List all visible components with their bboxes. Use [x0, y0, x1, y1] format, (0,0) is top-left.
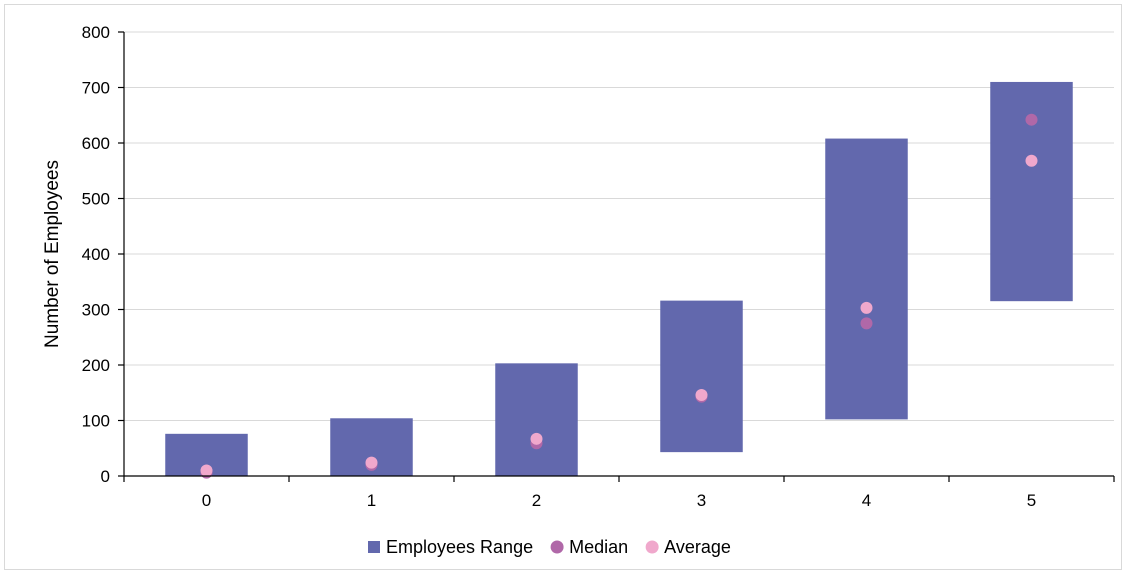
- y-tick-label: 500: [82, 190, 110, 209]
- legend-swatch-average: [645, 540, 659, 554]
- y-tick-label: 400: [82, 245, 110, 264]
- y-tick-label: 700: [82, 79, 110, 98]
- legend-label: Median: [569, 537, 628, 557]
- y-tick-label: 800: [82, 23, 110, 42]
- y-tick-label: 200: [82, 356, 110, 375]
- range-bars: [165, 81, 1073, 476]
- x-tick-label: 4: [862, 491, 871, 510]
- legend-swatch-median: [550, 540, 564, 554]
- legend-label: Average: [664, 537, 731, 557]
- x-tick-label: 0: [202, 491, 211, 510]
- x-tick-label: 3: [697, 491, 706, 510]
- average-marker: [530, 432, 543, 445]
- gridlines: [124, 31, 1114, 421]
- x-tick-label: 2: [532, 491, 541, 510]
- y-tick-label: 0: [101, 467, 110, 486]
- legend: Employees Range Median Average: [368, 537, 731, 557]
- x-tick-label: 1: [367, 491, 376, 510]
- average-marker: [1025, 154, 1038, 167]
- range-bar: [495, 363, 578, 476]
- y-tick-label: 100: [82, 412, 110, 431]
- point-markers: [200, 113, 1038, 479]
- y-tick-labels: 0 100 200 300 400 500 600 700 800: [82, 23, 110, 486]
- y-tick-label: 600: [82, 134, 110, 153]
- average-marker: [860, 301, 873, 314]
- x-tick-label: 5: [1027, 491, 1036, 510]
- average-marker: [365, 456, 378, 469]
- median-marker: [1025, 113, 1038, 126]
- range-bar: [660, 300, 743, 453]
- median-marker: [860, 317, 873, 330]
- y-tick-label: 300: [82, 301, 110, 320]
- average-marker: [695, 388, 708, 401]
- x-tick-labels: 0 1 2 3 4 5: [202, 491, 1036, 510]
- axes: [118, 31, 1115, 482]
- average-marker: [200, 464, 213, 477]
- range-bar: [825, 138, 908, 420]
- legend-swatch-range: [368, 541, 380, 553]
- y-axis-title: Number of Employees: [42, 160, 63, 348]
- legend-label: Employees Range: [386, 537, 533, 557]
